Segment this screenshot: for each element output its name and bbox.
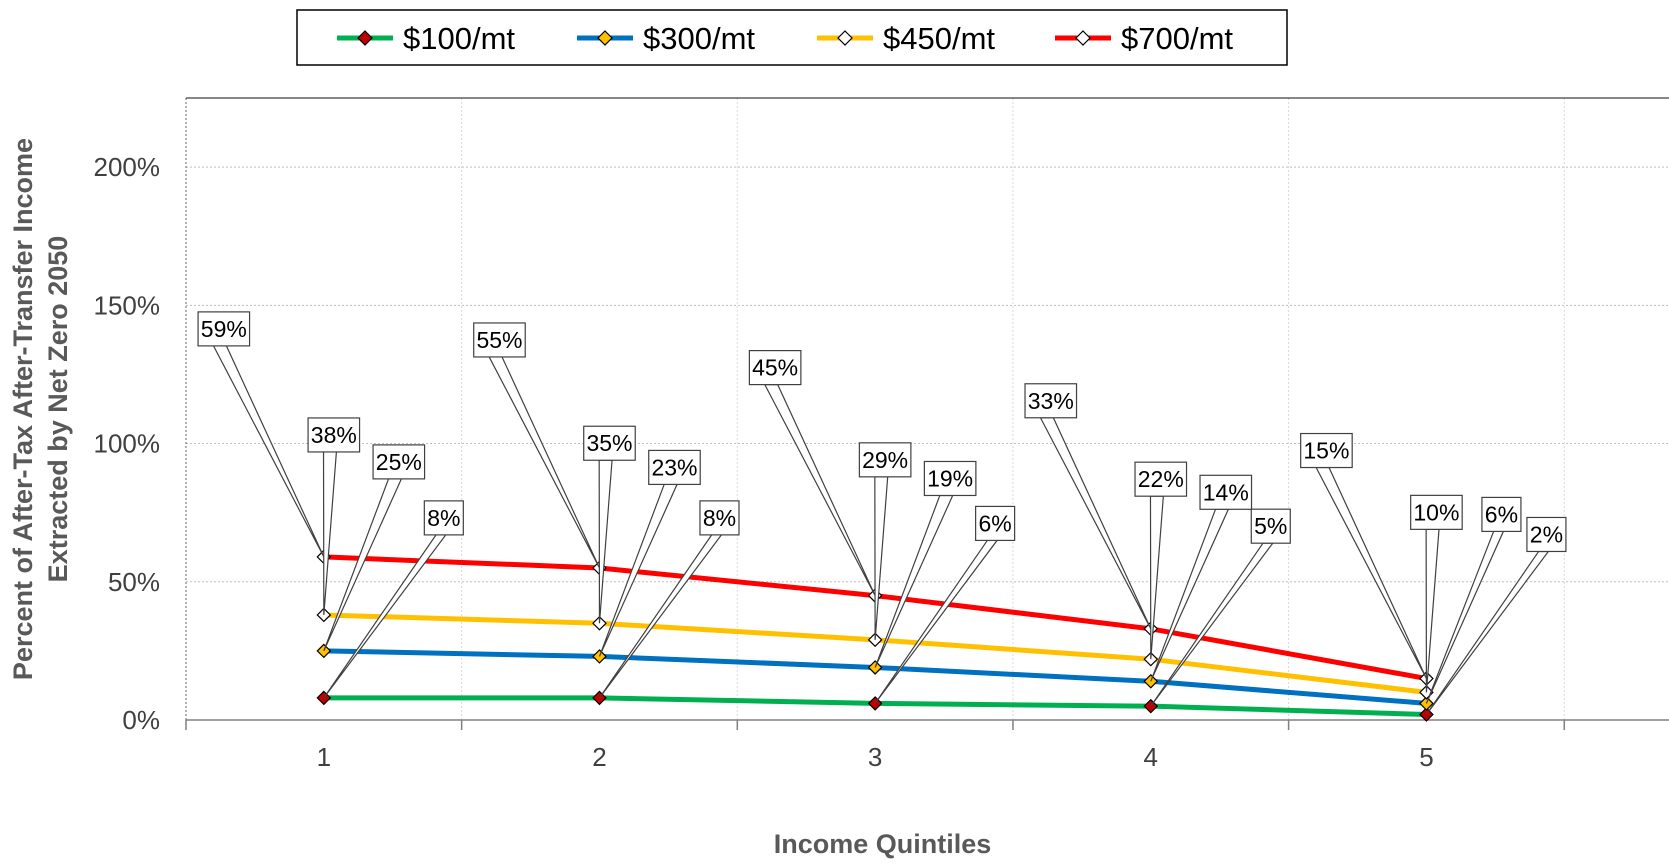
callout-box	[748, 350, 802, 386]
callout-box	[372, 444, 426, 480]
legend-marker	[357, 30, 373, 46]
callout-box	[1481, 496, 1522, 533]
data-label: 14%	[1203, 479, 1249, 505]
data-label: 2%	[1530, 521, 1563, 547]
callout-box	[1300, 432, 1353, 469]
callout-box	[1526, 516, 1567, 553]
callout-box	[975, 505, 1016, 542]
data-label: 5%	[1254, 513, 1287, 539]
callout-box	[1199, 474, 1253, 510]
legend-label: $300/mt	[643, 21, 755, 56]
legend-marker	[597, 30, 613, 46]
axes	[185, 97, 1669, 730]
callout-box	[858, 442, 912, 478]
x-tick-label: 4	[1144, 742, 1158, 772]
y-axis-title-line: Percent of After-Tax After-Transfer Inco…	[8, 138, 38, 680]
data-label: 59%	[201, 316, 247, 342]
legend-marker	[1075, 30, 1091, 46]
callout-box	[923, 460, 977, 497]
data-label: 15%	[1303, 438, 1349, 464]
x-axis-title: Income Quintiles	[774, 829, 992, 859]
data-label: 25%	[376, 449, 422, 475]
y-tick-label: 0%	[122, 705, 160, 735]
y-tick-label: 150%	[94, 290, 161, 320]
gridlines	[186, 98, 1669, 720]
data-label: 29%	[862, 447, 908, 473]
callout-box	[423, 500, 464, 536]
callout-box	[473, 322, 526, 358]
data-label: 33%	[1028, 388, 1074, 414]
callout-box	[1410, 494, 1463, 530]
y-axis-title: Percent of After-Tax After-Transfer Inco…	[8, 138, 73, 680]
data-label: 22%	[1138, 466, 1184, 492]
data-label: 19%	[927, 465, 973, 491]
legend-label: $100/mt	[403, 21, 515, 56]
callout-box	[307, 417, 361, 453]
callout-box	[1134, 461, 1188, 497]
y-tick-label: 100%	[94, 429, 161, 459]
y-axis-ticks: 0% 50% 100% 150% 200%	[94, 152, 161, 735]
data-label: 45%	[752, 355, 798, 381]
data-label: 35%	[586, 430, 632, 456]
data-label: 8%	[427, 505, 460, 531]
legend-label: $450/mt	[883, 21, 995, 56]
legend-marker	[837, 30, 853, 46]
x-tick-label: 2	[592, 742, 606, 772]
callout-box	[583, 425, 636, 461]
data-label: 6%	[979, 510, 1012, 536]
y-tick-label: 200%	[94, 152, 161, 182]
legend-box	[296, 9, 1288, 66]
data-label: 10%	[1413, 499, 1459, 525]
x-axis-ticks: 1 2 3 4 5	[317, 742, 1434, 772]
y-tick-label: 50%	[108, 567, 160, 597]
data-label-callouts: 59% 55% 45% 33% 15% 38% 35% 29% 22% 10% 25% 23% 19% 1…	[197, 311, 1567, 715]
data-label: 23%	[651, 454, 697, 480]
x-tick-label: 1	[317, 742, 331, 772]
y-axis-title-line: Extracted by Net Zero 2050	[43, 236, 73, 583]
data-label: 6%	[1485, 501, 1518, 527]
x-tick-label: 5	[1419, 742, 1433, 772]
callout-box	[648, 449, 701, 486]
legend: $100/mt $300/mt $450/mt $700/mt	[296, 9, 1288, 66]
callout-box	[1250, 508, 1291, 544]
data-label: 38%	[311, 422, 357, 448]
x-tick-label: 3	[868, 742, 882, 772]
callout-box	[1024, 383, 1078, 419]
data-label: 8%	[703, 505, 736, 531]
callout-box	[699, 500, 740, 536]
legend-label: $700/mt	[1121, 21, 1233, 56]
data-label: 55%	[476, 327, 522, 353]
callout-box	[197, 311, 251, 347]
